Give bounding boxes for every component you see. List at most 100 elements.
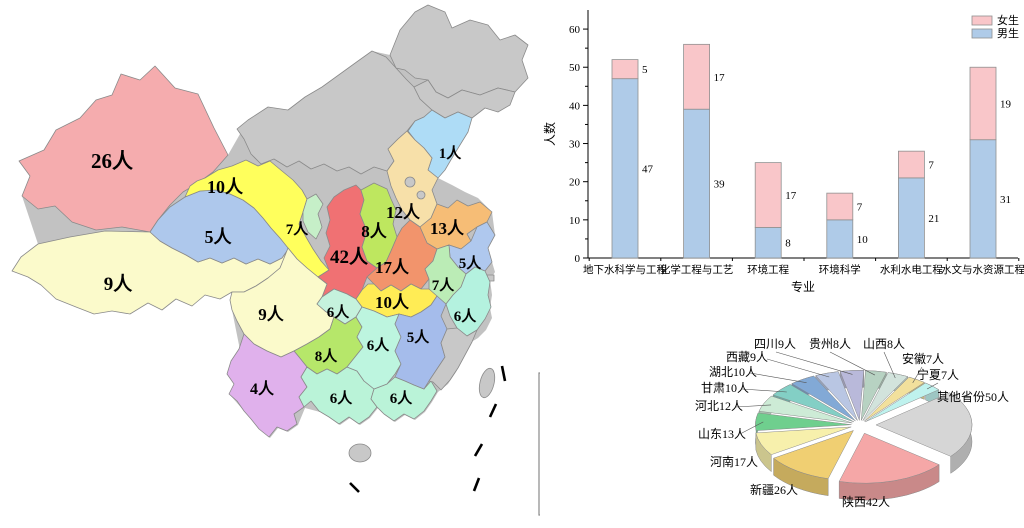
bar-segment-女生 [897, 150, 925, 179]
label-shandong: 13人 [430, 219, 465, 238]
pie-slice-山西 [862, 372, 909, 421]
pie-label-安徽: 安徽7人 [902, 351, 944, 366]
province-fujian [428, 327, 478, 391]
pie-leader-贵州 [829, 351, 876, 376]
pie-leader-四川 [775, 351, 853, 375]
pie-leader-甘肃 [741, 388, 787, 393]
label-yunnan: 4人 [250, 380, 275, 398]
pie-label-山东: 山东13人 [698, 427, 746, 441]
pie-slice-湖北 [791, 375, 856, 422]
label-henan: 17人 [375, 258, 410, 277]
bar-segment-男生 [897, 177, 925, 259]
x-category-label: 地下水科学与工程 [583, 263, 667, 276]
pie-slice-河南 [755, 426, 852, 455]
pie-slice-西藏 [815, 371, 858, 421]
label-chongqing: 6人 [327, 304, 351, 321]
bar-segment-女生 [611, 59, 639, 80]
pie-label-山西: 山西8人 [863, 337, 905, 351]
pie-slice-甘肃 [772, 384, 855, 423]
bar-value-label: 31 [1000, 194, 1011, 206]
pie-label-西藏: 西藏9人 [726, 350, 768, 364]
label-shaanxi: 42人 [330, 246, 369, 268]
bar-segment-男生 [683, 108, 711, 259]
label-sichuan: 9人 [258, 305, 285, 324]
label-hubei: 10人 [375, 293, 410, 312]
bar-segment-女生 [683, 43, 711, 110]
pie-label-其他省份: 其他省份50人 [937, 390, 1009, 404]
bar-value-label: 7 [857, 201, 863, 213]
pie-slice-陕西 [838, 432, 940, 484]
y-tick-label: 30 [569, 139, 581, 151]
x-axis-title: 专业 [791, 279, 815, 294]
bar-value-label: 5 [642, 64, 648, 76]
legend-swatch-女生 [971, 15, 993, 26]
pie-leader-山东 [739, 421, 764, 435]
pie-label-贵州: 贵州8人 [809, 337, 851, 351]
pie-label-宁夏: 宁夏7人 [917, 367, 959, 382]
label-jiangsu: 5人 [459, 255, 483, 272]
province-jilin [413, 79, 516, 119]
label-hunan: 6人 [367, 337, 391, 354]
province-heilongjiang [389, 4, 529, 99]
x-category-label: 环境科学 [819, 263, 861, 276]
bar-value-label: 17 [714, 72, 726, 84]
bar-value-label: 39 [714, 179, 726, 191]
label-guizhou: 8人 [315, 348, 339, 365]
bar-value-label: 21 [928, 213, 939, 225]
map-labels: 26人 9人 5人 10人 7人 42人 8人 12人 13人 1人 17人 5… [91, 145, 482, 407]
x-category-label: 化学工程与工艺 [660, 263, 734, 276]
label-liaoning: 1人 [439, 145, 463, 162]
bar-segment-男生 [754, 227, 782, 259]
bar-segment-女生 [826, 192, 854, 221]
pie-leader-河北 [735, 404, 772, 408]
pie-leader-山西 [883, 351, 896, 379]
pie-slice-新疆 [773, 430, 854, 479]
label-qinghai: 5人 [205, 227, 233, 247]
pie-slice-其他省份 [875, 392, 973, 457]
x-category-label: 环境工程 [747, 263, 789, 276]
y-tick-label: 40 [569, 100, 581, 112]
bar-segment-男生 [826, 219, 854, 259]
legend-swatch-男生 [971, 28, 993, 39]
pie-label-河南: 河南17人 [710, 454, 758, 469]
y-tick-label: 10 [569, 215, 581, 227]
label-jiangxi: 5人 [407, 329, 431, 346]
province-xinjiang [18, 65, 229, 233]
pie-label-河北: 河北12人 [695, 399, 743, 413]
province-tianjin [416, 190, 426, 200]
pie-slice-四川 [839, 370, 865, 421]
label-guangdong: 6人 [390, 390, 414, 407]
legend-label-男生: 男生 [997, 26, 1019, 40]
china-map: 26人 9人 5人 10人 7人 42人 8人 12人 13人 1人 17人 5… [11, 4, 540, 516]
label-ningxia: 7人 [286, 221, 310, 238]
label-gansu: 10人 [207, 177, 244, 197]
x-category-label: 水文与水资源工程 [941, 263, 1024, 276]
south-china-sea-inset [538, 372, 540, 516]
label-xinjiang: 26人 [91, 149, 133, 173]
label-shanxi: 8人 [361, 222, 388, 241]
bar-value-label: 17 [785, 190, 797, 202]
province-taiwan [478, 367, 496, 399]
bar-segment-女生 [754, 162, 782, 228]
pie-label-新疆: 新疆26人 [750, 482, 798, 497]
bar-value-label: 10 [857, 234, 869, 246]
label-hebei: 12人 [386, 203, 421, 222]
bar-value-label: 8 [785, 238, 791, 250]
label-anhui: 7人 [432, 277, 456, 294]
pie-leader-湖北 [749, 372, 807, 384]
pie-leader-西藏 [766, 358, 830, 378]
pie-slice-河北 [758, 395, 853, 424]
y-tick-label: 60 [569, 24, 581, 36]
bar-value-label: 7 [928, 160, 934, 172]
pie-label-四川: 四川9人 [754, 337, 796, 351]
gender-by-major-bar-chart: 0 10 20 30 40 50 60 47 5 地下水科学与工程 39 17 化学工程与工艺 8 17 环境… [542, 10, 1024, 294]
x-category-label: 水利水电工程 [880, 263, 943, 276]
pie-label-陕西: 陕西42人 [842, 494, 890, 509]
bar-value-label: 47 [642, 163, 654, 175]
y-axis-title: 人数 [542, 122, 557, 146]
bar-value-label: 19 [1000, 98, 1012, 110]
label-zhejiang: 6人 [454, 308, 478, 325]
nine-dash-line [349, 365, 507, 493]
y-tick-label: 0 [575, 253, 581, 265]
